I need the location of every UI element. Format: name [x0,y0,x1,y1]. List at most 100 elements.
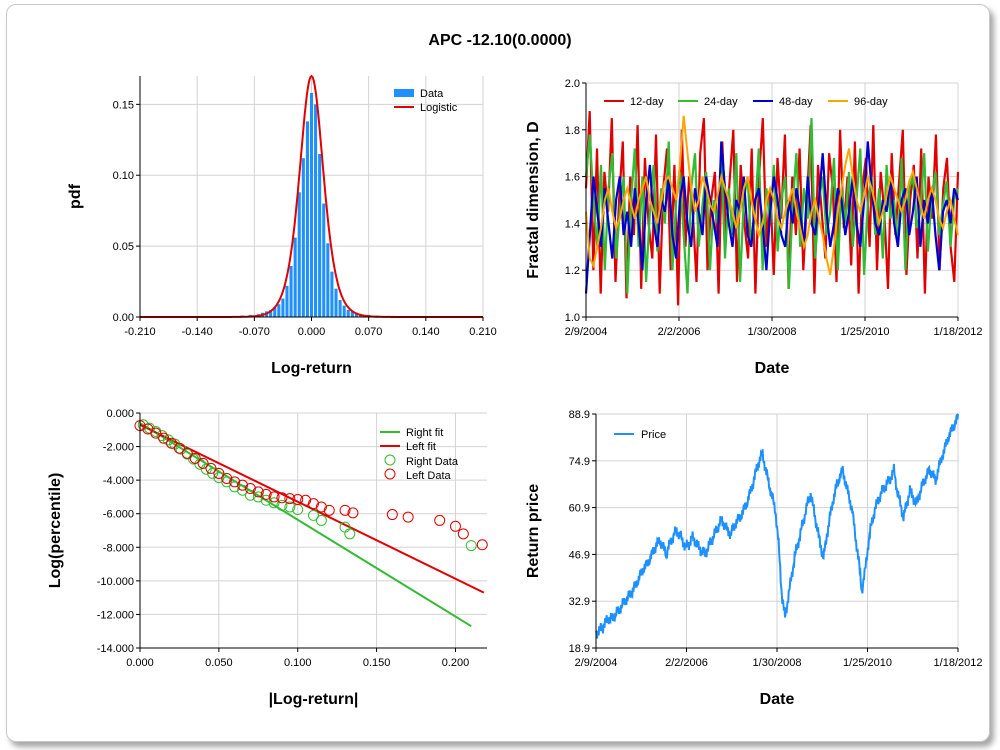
fractal-ytick-label: 1.0 [565,312,580,324]
tail-right-point [244,489,256,501]
price-xtick-label: 2/9/2004 [575,657,618,669]
tail-left-point [150,427,162,439]
price-ylabel: Return price [525,484,542,578]
tail-left-point [323,504,335,516]
tail-left-point [457,528,469,540]
price-ytick-label: 32.9 [569,596,590,608]
tail-right-point [221,476,233,488]
price-ytick-label: 46.9 [569,549,590,561]
tail-right-point [207,467,219,479]
fractal-legend-label: 12-day [630,96,664,108]
tail-left-point [197,457,209,469]
fractal-xtick-label: 1/18/2012 [934,326,983,338]
price-xtick-label: 1/30/2008 [753,657,802,669]
tail-left-point [173,442,185,454]
tail-ylabel: Log(percentile) [47,473,64,589]
tail-left-point [449,520,461,532]
pdf-bar [322,203,326,317]
tail-xtick-label: 0.100 [284,657,312,669]
pdf-bar [334,288,338,317]
tail-left-point [181,447,193,459]
tail-ytick-label: -14.000 [97,643,134,655]
price-line [595,412,959,639]
tail-right-point [162,434,174,446]
page-title: APC -12.10(0.0000) [428,32,572,49]
fractal-legend-label: 96-day [854,96,888,108]
tail-left-point [308,498,319,510]
pdf-bar [285,285,289,317]
tail-legend-rightdata-label: Right Data [406,456,459,468]
pdf-bar [318,153,322,317]
tail-left-point [237,479,249,491]
tail-left-point [339,504,351,516]
price-xlabel: Date [760,691,795,708]
fractal-ytick-label: 1.8 [565,125,580,137]
pdf-ytick-label: 0.15 [113,99,134,111]
price-xtick-label: 2/2/2006 [665,657,708,669]
fractal-ytick-label: 2.0 [565,78,580,90]
pdf-bar [350,311,354,317]
tail-xtick-label: 0.150 [363,657,391,669]
price-ytick-label: 74.9 [569,456,590,468]
pdf-bar [277,304,281,317]
fractal-xtick-label: 1/30/2008 [748,326,797,338]
tail-xlabel: |Log-return| [269,691,359,708]
fractal-ytick-label: 1.2 [565,265,580,277]
pdf-ylabel: pdf [67,183,84,209]
fractal-xlabel: Date [755,360,790,377]
tail-left-point [284,493,296,505]
tail-left-point [260,488,272,500]
pdf-xtick-label: -0.210 [124,326,155,338]
tail-legend-rightfit-label: Right fit [406,427,443,439]
tail-ytick-label: -6.000 [103,509,134,521]
pdf-legend-logistic-label: Logistic [420,102,458,114]
tail-legend-leftdata-swatch [384,468,396,480]
price-ytick-label: 18.9 [569,643,590,655]
tail-left-point [221,472,233,484]
tail-right-point [268,497,280,509]
tail-right-point [465,540,477,552]
tail-left-point [315,501,327,513]
tail-left-point [166,437,178,449]
pdf-bar [301,158,305,317]
pdf-bar [309,93,314,317]
tail-left-point [213,467,225,479]
tail-xtick-label: 0.050 [205,657,233,669]
tail-ytick-label: -8.000 [103,542,134,554]
chart-frame [6,4,990,742]
pdf-ytick-label: 0.10 [113,170,134,182]
tail-xtick-label: 0.200 [442,657,470,669]
pdf-bar [297,192,301,317]
fractal-ytick-label: 1.6 [565,172,580,184]
fractal-xtick-label: 2/2/2006 [658,326,701,338]
tail-right-point [252,491,264,503]
pdf-xtick-label: -0.070 [239,326,270,338]
pdf-bar [269,309,273,317]
tail-ytick-label: -10.000 [97,576,134,588]
tail-ytick-label: -4.000 [103,475,134,487]
pdf-xlabel: Log-return [271,360,352,377]
pdf-bar [293,237,297,317]
pdf-bar [346,309,350,317]
fractal-legend-label: 48-day [779,96,813,108]
pdf-bar [342,305,346,317]
tail-left-point [244,483,256,495]
tail-ytick-label: -2.000 [103,442,134,454]
tail-right-point [200,463,212,475]
pdf-bar [314,104,318,318]
fractal-series-96-day [585,115,959,276]
pdf-xtick-label: 0.000 [298,326,326,338]
pdf-ytick-label: 0.05 [113,241,134,253]
pdf-legend-data-swatch [394,89,414,97]
pdf-bar [281,298,285,317]
pdf-bar [273,307,277,317]
tail-ytick-label: 0.000 [106,408,134,420]
tail-left-point [300,494,312,506]
pdf-bar [289,265,293,317]
tail-left-point [347,507,359,519]
pdf-xtick-label: 0.210 [469,326,497,338]
fractal-xtick-label: 2/9/2004 [565,326,608,338]
tail-xtick-label: 0.000 [126,657,154,669]
price-ytick-label: 88.9 [569,409,590,421]
pdf-xtick-label: 0.140 [412,326,440,338]
